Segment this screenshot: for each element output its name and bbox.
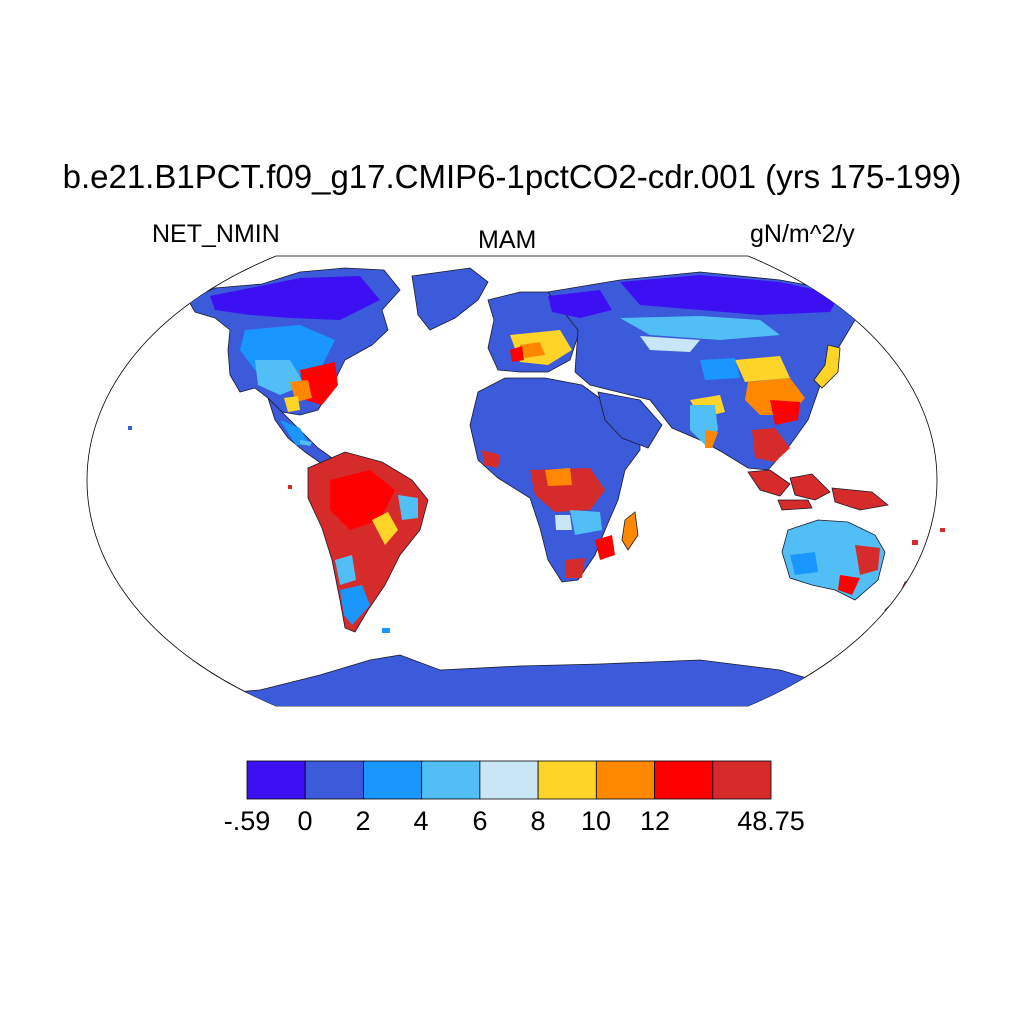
colorbar-swatch bbox=[304, 760, 364, 800]
season-label: MAM bbox=[478, 226, 537, 254]
colorbar-swatch bbox=[246, 760, 306, 800]
land-indonesia bbox=[747, 469, 889, 511]
land-falklands bbox=[382, 628, 390, 633]
land-japan bbox=[813, 344, 841, 389]
colorbar-tick-label: 4 bbox=[413, 806, 429, 836]
land-arabia bbox=[597, 391, 663, 449]
colorbar-swatch bbox=[421, 760, 481, 800]
variable-label: NET_NMIN bbox=[152, 220, 280, 248]
land-greenland bbox=[411, 267, 489, 331]
colorbar-swatch bbox=[537, 760, 597, 800]
data-patches bbox=[210, 275, 880, 625]
land-galapagos bbox=[288, 485, 292, 489]
colorbar-swatch bbox=[654, 760, 714, 800]
colorbar-swatch bbox=[479, 760, 539, 800]
colorbar-tick-label: 48.75 bbox=[737, 806, 805, 836]
land-caribbean bbox=[300, 440, 312, 446]
units-label: gN/m^2/y bbox=[750, 220, 855, 248]
colorbar-swatch bbox=[595, 760, 655, 800]
land-australia bbox=[781, 519, 886, 601]
colorbar-swatch bbox=[712, 760, 772, 800]
land-hawaii bbox=[128, 426, 132, 430]
colorbar-tick-label: 2 bbox=[355, 806, 371, 836]
colorbar-tick-label: 10 bbox=[580, 806, 612, 836]
land-pacific-islands bbox=[912, 528, 945, 545]
land-madagascar bbox=[621, 511, 639, 551]
colorbar-tick-label: -.59 bbox=[223, 806, 271, 836]
colorbar-tick-label: 8 bbox=[530, 806, 546, 836]
colorbar-swatch bbox=[363, 760, 423, 800]
colorbar-tick-label: 6 bbox=[472, 806, 488, 836]
plot-title: b.e21.B1PCT.f09_g17.CMIP6-1pctCO2-cdr.00… bbox=[62, 158, 962, 195]
colorbar bbox=[246, 760, 772, 800]
colorbar-tick-label: 0 bbox=[297, 806, 313, 836]
colorbar-tick-label: 12 bbox=[639, 806, 671, 836]
